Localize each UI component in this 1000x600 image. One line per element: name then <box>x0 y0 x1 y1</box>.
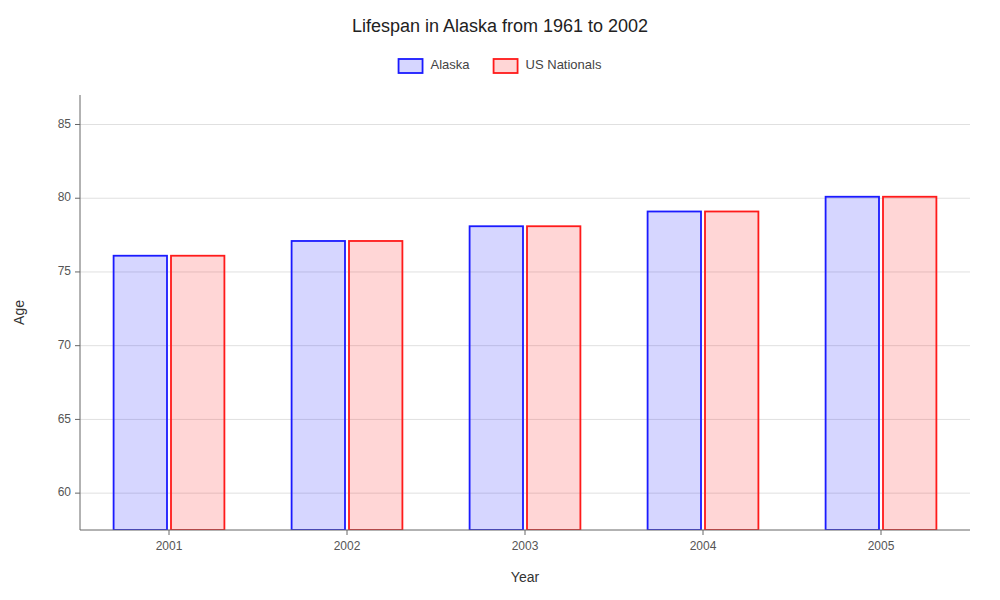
tick-mark <box>703 530 704 535</box>
chart-container: 60 65 70 75 80 85 2001 2002 2003 2004 2005 Year Age L… <box>0 0 1000 600</box>
tick-mark <box>347 530 348 535</box>
bar <box>114 256 167 530</box>
legend-item: US Nationals <box>494 57 602 73</box>
tick-mark <box>881 530 882 535</box>
tick-mark <box>75 345 80 346</box>
tick-mark <box>75 198 80 199</box>
title: Lifespan in Alaska from 1961 to 2002 <box>352 16 648 36</box>
tick-label: 2004 <box>690 539 717 553</box>
tick-label: 60 <box>58 485 72 499</box>
bar <box>171 256 224 530</box>
x-axis-label: Year <box>511 569 540 585</box>
legend-item: Alaska <box>399 57 471 73</box>
tick-label: 80 <box>58 190 72 204</box>
bar <box>826 197 879 530</box>
tick-label: 65 <box>58 412 72 426</box>
legend-label: Alaska <box>431 57 471 72</box>
bars <box>114 197 937 530</box>
bar <box>349 241 402 530</box>
tick-mark <box>75 419 80 420</box>
legend: Alaska US Nationals <box>399 57 602 73</box>
bar <box>648 211 701 530</box>
bar <box>470 226 523 530</box>
legend-swatch <box>399 59 423 73</box>
y-axis-label: Age <box>11 300 27 325</box>
tick-mark <box>75 271 80 272</box>
axes: 2001 2002 2003 2004 2005 <box>80 95 970 553</box>
tick-label: 2003 <box>512 539 539 553</box>
tick-label: 2001 <box>156 539 183 553</box>
tick-mark <box>75 124 80 125</box>
tick-label: 70 <box>58 338 72 352</box>
tick-mark <box>169 530 170 535</box>
tick-mark <box>75 493 80 494</box>
bar <box>705 211 758 530</box>
chart: 60 65 70 75 80 85 2001 2002 2003 2004 2005 Year Age L… <box>0 0 1000 600</box>
tick-label: 85 <box>58 117 72 131</box>
tick-label: 2002 <box>334 539 361 553</box>
tick-label: 75 <box>58 264 72 278</box>
legend-label: US Nationals <box>526 57 602 72</box>
grid-line <box>80 124 970 125</box>
y-axis-line <box>80 95 81 530</box>
tick-mark <box>525 530 526 535</box>
bar <box>292 241 345 530</box>
bar <box>527 226 580 530</box>
legend-swatch <box>494 59 518 73</box>
bar <box>883 197 936 530</box>
tick-label: 2005 <box>868 539 895 553</box>
